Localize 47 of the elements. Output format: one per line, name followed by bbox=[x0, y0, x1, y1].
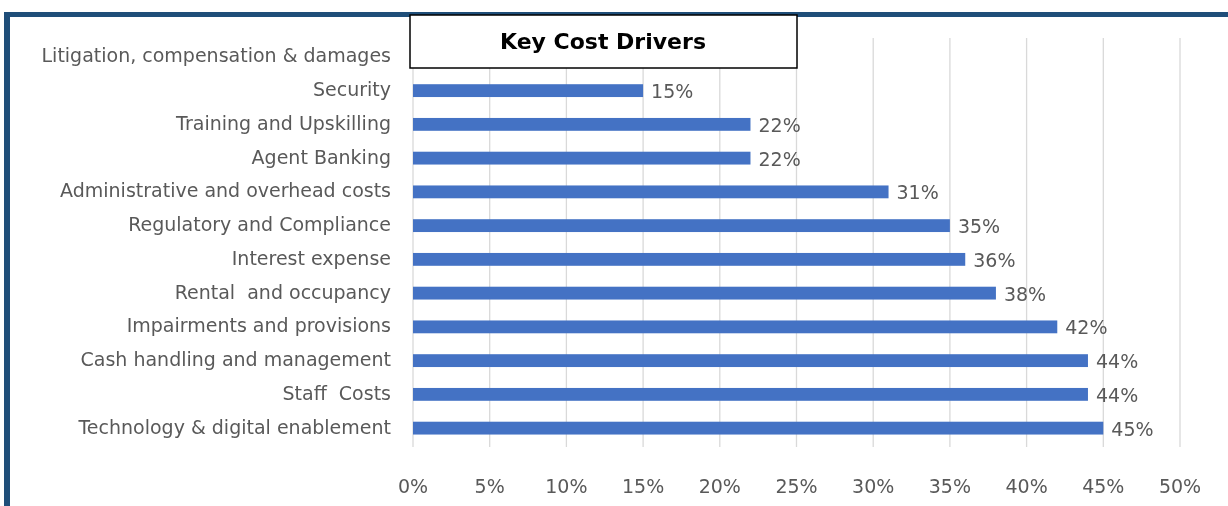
data-label: 45% bbox=[1111, 417, 1154, 440]
y-tick-label: Agent Banking bbox=[251, 145, 391, 168]
x-tick-label: 0% bbox=[397, 474, 429, 497]
x-tick-label: 25% bbox=[775, 474, 818, 497]
bar bbox=[413, 286, 996, 300]
x-tick-label: 10% bbox=[545, 474, 588, 497]
y-tick-label: Administrative and overhead costs bbox=[60, 179, 391, 202]
bar bbox=[413, 421, 1104, 435]
bar bbox=[413, 387, 1088, 401]
y-tick-label: Staff Costs bbox=[282, 381, 391, 404]
x-tick-label: 35% bbox=[928, 474, 972, 497]
x-tick-label: 45% bbox=[1082, 474, 1125, 497]
y-tick-label: Interest expense bbox=[231, 246, 391, 269]
y-tick-label: Rental and occupancy bbox=[174, 280, 391, 303]
x-tick-label: 15% bbox=[621, 474, 665, 497]
y-tick-label: Security bbox=[312, 78, 391, 101]
x-tick-label: 20% bbox=[698, 474, 741, 497]
y-tick-label: Impairments and provisions bbox=[126, 314, 391, 337]
bar bbox=[413, 151, 751, 165]
data-label: 35% bbox=[957, 215, 1001, 238]
data-label: 31% bbox=[896, 181, 939, 204]
x-tick-label: 5% bbox=[474, 474, 505, 497]
bar bbox=[413, 354, 1088, 368]
bar bbox=[413, 84, 644, 98]
data-label: 15% bbox=[651, 80, 694, 103]
data-label: 22% bbox=[758, 147, 801, 170]
data-label: 22% bbox=[758, 113, 801, 136]
bar bbox=[413, 320, 1058, 334]
data-label: 36% bbox=[973, 248, 1016, 271]
y-tick-label: Regulatory and Compliance bbox=[128, 213, 391, 236]
bar bbox=[413, 117, 751, 131]
data-label: 44% bbox=[1095, 350, 1139, 373]
x-tick-label: 50% bbox=[1158, 474, 1202, 497]
y-tick-label: Training and Upskilling bbox=[175, 111, 391, 134]
title-box: Key Cost Drivers bbox=[409, 14, 798, 69]
y-tick-label: Technology & digital enablement bbox=[77, 415, 391, 438]
bar bbox=[413, 252, 966, 266]
data-label: 38% bbox=[1003, 282, 1047, 305]
y-tick-label: Cash handling and management bbox=[80, 348, 391, 371]
chart-title: Key Cost Drivers bbox=[500, 29, 706, 54]
x-tick-label: 40% bbox=[1005, 474, 1048, 497]
data-label: 44% bbox=[1095, 383, 1139, 406]
bar bbox=[413, 185, 889, 199]
bar bbox=[413, 219, 950, 233]
y-tick-label: Litigation, compensation & damages bbox=[41, 44, 391, 67]
x-tick-label: 30% bbox=[852, 474, 895, 497]
data-label: 42% bbox=[1065, 316, 1108, 339]
